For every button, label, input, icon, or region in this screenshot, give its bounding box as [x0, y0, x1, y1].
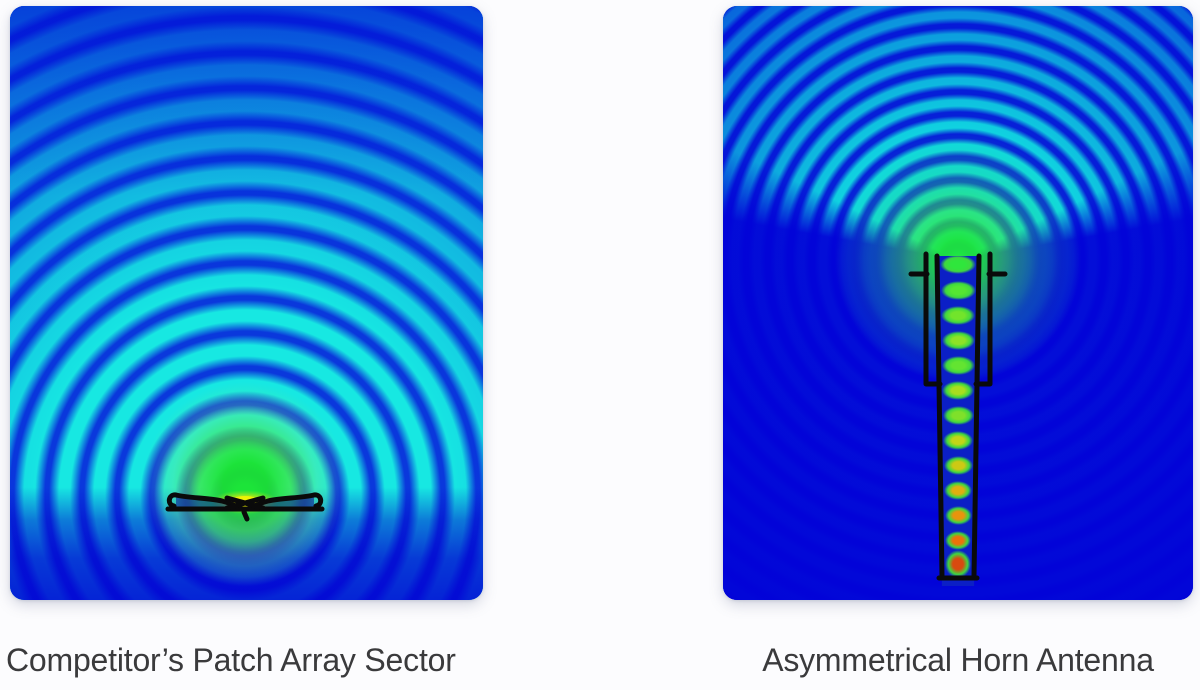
caption-horn-antenna: Asymmetrical Horn Antenna: [762, 642, 1154, 678]
standing-wave-blob: [945, 530, 971, 550]
standing-wave-blob: [943, 430, 973, 450]
simulation-panel-patch-array: [10, 6, 483, 600]
feed-stub: [241, 509, 250, 522]
standing-wave-blob: [944, 480, 972, 500]
horn-antenna-structure: [908, 251, 1008, 581]
standing-wave-blob: [940, 280, 976, 300]
horn-flange-left: [908, 251, 943, 387]
feed-cross: [224, 495, 266, 511]
standing-wave-blob: [942, 380, 974, 400]
standing-wave-blob: [941, 305, 975, 325]
standing-wave-blob: [943, 455, 973, 475]
standing-wave-blob: [944, 505, 972, 525]
caption-patch-array: Competitor’s Patch Array Sector: [6, 642, 456, 678]
standing-wave-blob: [941, 355, 975, 375]
simulation-panel-horn-antenna: [723, 6, 1193, 600]
standing-wave-blob: [945, 550, 971, 578]
standing-wave-blob: [940, 254, 976, 274]
patch-array-structure: [165, 490, 325, 522]
waveguide-walls: [934, 253, 982, 581]
horn-flange-right: [973, 251, 1008, 387]
standing-wave-blob: [942, 405, 974, 425]
standing-wave-blob: [941, 330, 975, 350]
